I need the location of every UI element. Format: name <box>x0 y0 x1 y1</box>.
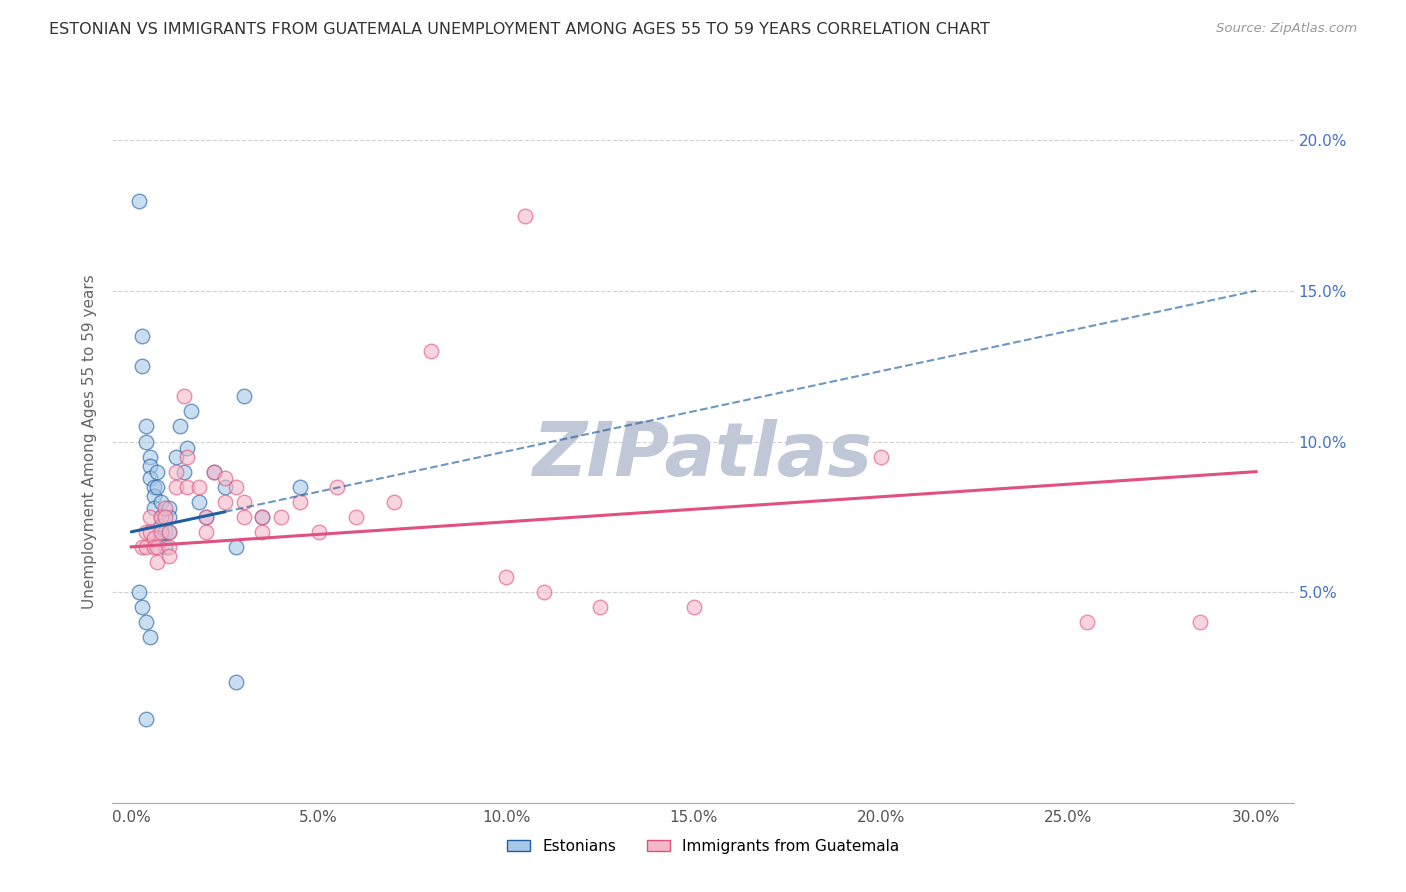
Point <box>135 712 157 726</box>
Point <box>214 471 236 485</box>
Point <box>135 524 157 539</box>
Point <box>150 509 173 524</box>
Point <box>232 494 254 508</box>
Point <box>214 494 236 508</box>
Text: Source: ZipAtlas.com: Source: ZipAtlas.com <box>1216 22 1357 36</box>
Point <box>150 494 173 508</box>
Point <box>176 450 198 464</box>
Point <box>139 458 162 473</box>
Point <box>131 600 153 615</box>
Point <box>150 519 173 533</box>
Point <box>146 480 169 494</box>
Point <box>146 465 169 479</box>
Point <box>157 524 180 539</box>
Point <box>252 509 274 524</box>
Point <box>533 585 555 599</box>
Point <box>135 434 157 449</box>
Point <box>153 540 176 554</box>
Point <box>513 209 536 223</box>
Point <box>157 509 180 524</box>
Point <box>195 509 218 524</box>
Point <box>173 465 195 479</box>
Point <box>180 404 202 418</box>
Text: ESTONIAN VS IMMIGRANTS FROM GUATEMALA UNEMPLOYMENT AMONG AGES 55 TO 59 YEARS COR: ESTONIAN VS IMMIGRANTS FROM GUATEMALA UN… <box>49 22 990 37</box>
Point <box>142 500 165 515</box>
Point <box>232 509 254 524</box>
Point <box>157 549 180 563</box>
Point <box>225 675 247 690</box>
Point <box>682 600 704 615</box>
Point <box>344 509 367 524</box>
Point <box>252 524 274 539</box>
Point <box>153 524 176 539</box>
Point <box>1076 615 1098 630</box>
Point <box>176 441 198 455</box>
Point <box>139 471 162 485</box>
Point <box>131 359 153 374</box>
Y-axis label: Unemployment Among Ages 55 to 59 years: Unemployment Among Ages 55 to 59 years <box>82 274 97 609</box>
Point <box>187 480 209 494</box>
Point <box>142 531 165 545</box>
Point <box>202 465 225 479</box>
Point <box>165 465 187 479</box>
Point <box>202 465 225 479</box>
Point <box>1188 615 1211 630</box>
Point <box>382 494 405 508</box>
Point <box>326 480 349 494</box>
Text: ZIPatlas: ZIPatlas <box>533 419 873 492</box>
Point <box>288 480 311 494</box>
Point <box>142 540 165 554</box>
Point <box>187 494 209 508</box>
Point <box>165 450 187 464</box>
Point <box>308 524 330 539</box>
Point <box>157 540 180 554</box>
Point <box>495 570 517 584</box>
Point <box>139 450 162 464</box>
Point <box>169 419 191 434</box>
Point <box>135 419 157 434</box>
Point <box>150 531 173 545</box>
Point <box>270 509 292 524</box>
Point <box>153 500 176 515</box>
Point <box>195 509 218 524</box>
Point <box>146 540 169 554</box>
Point <box>288 494 311 508</box>
Point <box>131 540 153 554</box>
Point <box>176 480 198 494</box>
Point <box>589 600 612 615</box>
Point <box>153 509 176 524</box>
Point <box>135 615 157 630</box>
Point <box>142 480 165 494</box>
Point <box>870 450 893 464</box>
Point <box>139 630 162 644</box>
Point <box>150 524 173 539</box>
Legend: Estonians, Immigrants from Guatemala: Estonians, Immigrants from Guatemala <box>501 833 905 860</box>
Point <box>420 344 443 359</box>
Point <box>195 524 218 539</box>
Point <box>173 389 195 403</box>
Point <box>157 500 180 515</box>
Point <box>135 540 157 554</box>
Point <box>225 540 247 554</box>
Point <box>150 509 173 524</box>
Point <box>139 509 162 524</box>
Point <box>225 480 247 494</box>
Point <box>165 480 187 494</box>
Point <box>214 480 236 494</box>
Point <box>232 389 254 403</box>
Point <box>128 585 150 599</box>
Point <box>146 555 169 569</box>
Point <box>131 329 153 343</box>
Point <box>139 524 162 539</box>
Point <box>252 509 274 524</box>
Point <box>128 194 150 208</box>
Point <box>142 489 165 503</box>
Point <box>157 524 180 539</box>
